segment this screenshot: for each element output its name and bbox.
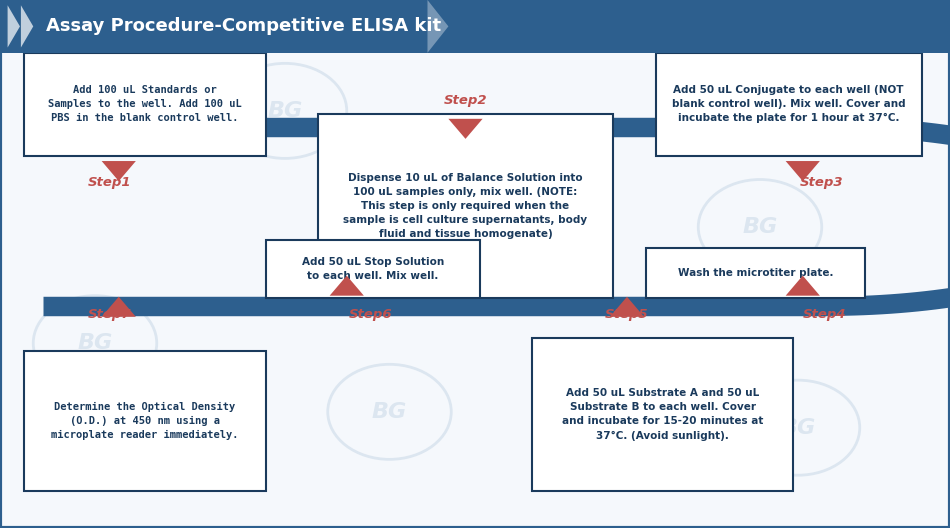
Text: Step5: Step5 [605, 308, 649, 320]
Text: BG: BG [742, 217, 778, 237]
Polygon shape [610, 297, 644, 317]
FancyBboxPatch shape [0, 0, 950, 53]
Polygon shape [448, 119, 483, 139]
Text: Add 50 uL Substrate A and 50 uL
Substrate B to each well. Cover
and incubate for: Add 50 uL Substrate A and 50 uL Substrat… [562, 389, 763, 440]
FancyBboxPatch shape [646, 248, 864, 298]
FancyBboxPatch shape [266, 240, 480, 298]
Text: Step7: Step7 [87, 308, 131, 320]
Text: BG: BG [780, 418, 816, 438]
Text: BG: BG [267, 101, 303, 121]
Polygon shape [102, 297, 136, 317]
Text: Add 50 uL Stop Solution
to each well. Mix well.: Add 50 uL Stop Solution to each well. Mi… [302, 257, 444, 281]
Polygon shape [786, 276, 820, 296]
Polygon shape [786, 161, 820, 181]
Polygon shape [330, 276, 364, 296]
FancyBboxPatch shape [318, 114, 613, 298]
Text: Determine the Optical Density
(O.D.) at 450 nm using a
microplate reader immedia: Determine the Optical Density (O.D.) at … [51, 402, 238, 440]
FancyBboxPatch shape [656, 53, 922, 156]
Text: BG: BG [447, 201, 484, 221]
Polygon shape [428, 0, 448, 53]
Text: Step4: Step4 [803, 308, 846, 320]
FancyBboxPatch shape [24, 351, 266, 491]
Text: Dispense 10 uL of Balance Solution into
100 uL samples only, mix well. (NOTE:
Th: Dispense 10 uL of Balance Solution into … [344, 173, 587, 239]
Text: Add 100 uL Standards or
Samples to the well. Add 100 uL
PBS in the blank control: Add 100 uL Standards or Samples to the w… [48, 86, 241, 123]
FancyBboxPatch shape [24, 53, 266, 156]
Text: BG: BG [77, 333, 113, 353]
Text: Step6: Step6 [349, 308, 392, 320]
Polygon shape [8, 5, 20, 48]
Text: Step1: Step1 [87, 176, 131, 188]
Polygon shape [102, 161, 136, 181]
FancyBboxPatch shape [532, 338, 793, 491]
Text: Step2: Step2 [444, 94, 487, 107]
Text: Assay Procedure-Competitive ELISA kit: Assay Procedure-Competitive ELISA kit [46, 17, 441, 35]
Text: Wash the microtiter plate.: Wash the microtiter plate. [677, 268, 833, 278]
Text: Add 50 uL Conjugate to each well (NOT
blank control well). Mix well. Cover and
i: Add 50 uL Conjugate to each well (NOT bl… [672, 85, 905, 124]
Text: Step3: Step3 [800, 176, 844, 188]
Text: BG: BG [371, 402, 408, 422]
Polygon shape [21, 5, 33, 48]
